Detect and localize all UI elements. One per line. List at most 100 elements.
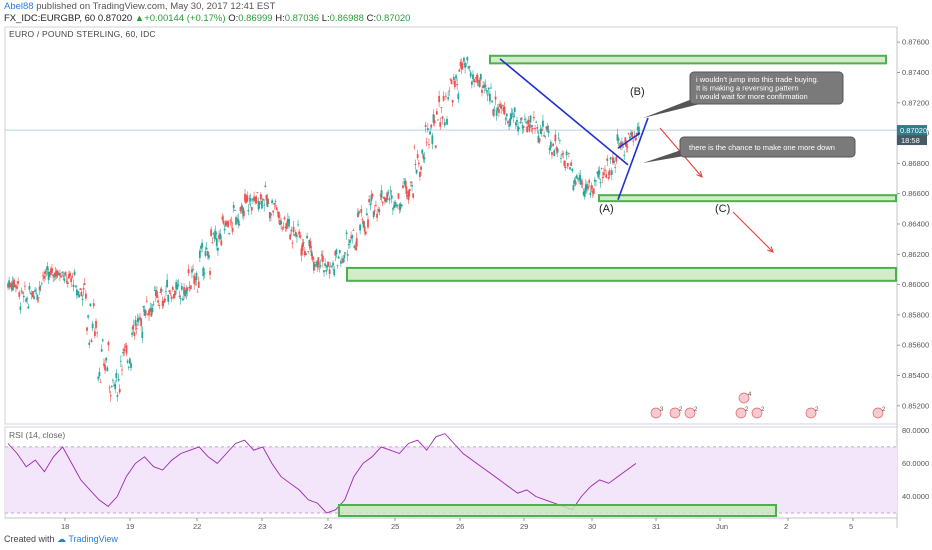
candle-body [239,207,242,212]
candle-body [197,281,200,288]
candle-body [145,300,148,302]
candle-body [88,342,91,345]
candle-body [554,134,557,142]
candle-body [375,205,377,206]
candle-body [222,220,225,224]
candle-body [112,379,114,381]
x-tick-label: 23 [258,522,266,531]
candle-body [171,287,174,290]
candle-body [317,257,320,266]
candle-body [367,219,369,228]
candle-body [349,239,351,244]
candle-body [503,106,506,115]
candle-body [70,278,73,283]
close-label: C: [366,13,377,24]
candle-body [267,202,270,204]
candle-body [433,120,436,124]
candle-body [575,175,578,179]
candle-body [531,128,534,130]
candle-body [77,291,79,295]
candle-body [530,125,533,127]
candle-body [481,89,483,93]
candle-body [333,269,336,276]
candle-body [75,289,78,296]
low-label: L: [321,13,330,24]
last-price-marker [897,125,927,136]
candle-body [496,107,499,111]
footer-brand[interactable]: TradingView [68,534,118,544]
candle-body [423,157,426,160]
candle-body [451,100,454,103]
candle-body [227,220,229,228]
event-count: 2 [761,407,765,413]
candle-body [430,124,433,128]
candle-body [490,87,492,89]
candle-body [630,132,632,136]
candle-body [157,300,159,303]
candle-body [621,142,623,146]
candle-body [258,203,261,205]
candle-body [460,63,463,70]
author-link[interactable]: Abel88 [4,1,34,12]
candle-body [600,168,603,169]
candle-body [27,306,30,309]
callout-pointer-2 [643,147,690,163]
candle-body [590,185,593,190]
x-tick-label: 30 [588,522,596,531]
candle-body [312,261,315,271]
candle-body [519,122,522,124]
candle-body [255,196,258,204]
candle-body [577,178,579,180]
candle-body [140,318,143,327]
candle-body [540,129,543,132]
candle-body [454,80,456,88]
candle-body [560,157,562,159]
candle-body [261,200,263,209]
candle-body [553,150,556,157]
candle-body [336,264,339,266]
candle-body [498,109,500,113]
candle-body [276,211,279,213]
candle-body [186,287,189,291]
callout-text-1: It is making a reversing pattern [696,84,799,93]
candle-body [491,100,494,103]
candle-body [528,124,531,132]
tradingview-logo-icon: ☁ [57,534,67,544]
candle-body [46,266,49,271]
candle-body [536,127,539,129]
candle-body [396,205,399,206]
candle-body [511,113,514,115]
candle-body [325,269,328,272]
candle-body [599,182,602,184]
candle-body [589,192,592,195]
candle-body [470,81,473,85]
candle-body [72,284,75,287]
candle-body [338,250,341,253]
candle-body [476,74,479,84]
candle-body [546,126,549,131]
candle-body [37,297,40,299]
candle-body [395,204,398,207]
candle-body [425,142,428,144]
candle-body [35,292,38,294]
candle-body [39,285,42,287]
candle-body [15,285,17,288]
candle-body [163,298,166,302]
candle-body [296,235,298,237]
candle-body [346,254,349,256]
candle-body [185,288,188,294]
candle-body [478,79,481,88]
candle-body [206,251,209,256]
candle-body [71,276,74,278]
y-tick-label: 0.86200 [902,250,929,259]
candle-body [301,243,304,251]
candle-body [355,238,358,247]
candle-body [196,291,199,293]
candle-body [566,162,569,167]
candle-body [565,151,568,156]
candle-body [231,227,234,232]
candle-body [472,74,474,80]
candle-body [450,79,453,85]
candle-body [388,198,391,201]
candle-body [407,190,410,200]
